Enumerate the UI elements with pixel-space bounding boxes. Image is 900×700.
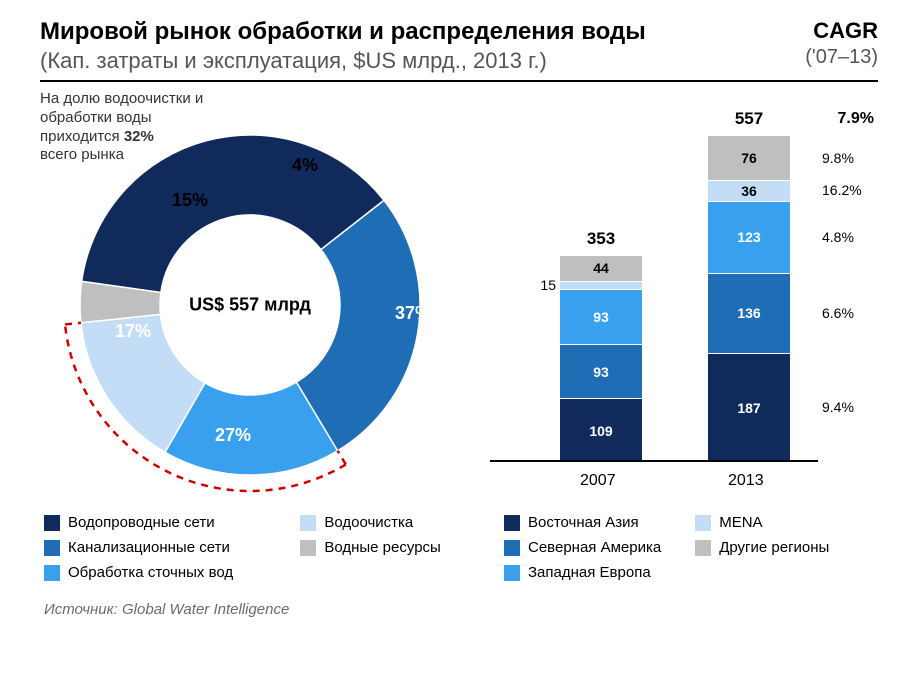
source-name: Global Water Intelligence — [122, 601, 289, 618]
bar-segment: 136 — [708, 273, 790, 353]
donut-pct-label: 37% — [395, 303, 431, 324]
legend-swatch — [300, 515, 316, 531]
bar-year-label: 2013 — [728, 472, 764, 490]
legend-item: Обработка сточных вод — [44, 564, 266, 581]
title-underline — [40, 80, 878, 82]
legend-swatch — [44, 515, 60, 531]
title-main: Мировой рынок обработки и распределения … — [40, 18, 646, 46]
bar-segment — [560, 281, 642, 290]
bar-segment: 109 — [560, 398, 642, 462]
legend-swatch — [300, 540, 316, 556]
legend-label: Водные ресурсы — [324, 539, 440, 556]
charts-row: На долю водоочистки и обработки воды при… — [40, 90, 878, 520]
legend-swatch — [504, 540, 520, 556]
title-block: Мировой рынок обработки и распределения … — [40, 18, 646, 74]
chart-container: Мировой рынок обработки и распределения … — [0, 0, 900, 700]
donut-pct-label: 17% — [115, 321, 151, 342]
cagr-value: 16.2% — [822, 182, 874, 198]
callout-cap — [65, 323, 81, 325]
legend-label: Канализационные сети — [68, 539, 230, 556]
source-line: Источник: Global Water Intelligence — [44, 601, 878, 618]
bar-segment: 93 — [560, 344, 642, 398]
bar-segment: 93 — [560, 289, 642, 343]
legend-label: Северная Америка — [528, 539, 661, 556]
header-row: Мировой рынок обработки и распределения … — [40, 18, 878, 74]
stacked-bar-area: 109939315441871361233676 — [490, 90, 818, 462]
legend-swatch — [44, 540, 60, 556]
bar-segment: 44 — [560, 255, 642, 281]
donut-pct-label: 4% — [292, 155, 318, 176]
legend-swatch — [504, 565, 520, 581]
cagr-label: CAGR — [805, 18, 878, 44]
legend-swatch — [695, 540, 711, 556]
stacked-bar: 10993931544 — [560, 255, 642, 462]
donut-pct-label: 15% — [172, 190, 208, 211]
note-line1: На долю водоочистки и — [40, 90, 203, 107]
bar-segment: 36 — [708, 180, 790, 201]
bar-segment: 187 — [708, 353, 790, 462]
cagr-value: 4.8% — [822, 229, 874, 245]
cagr-years: ('07–13) — [805, 46, 878, 69]
donut-column: На долю водоочистки и обработки воды при… — [40, 90, 490, 495]
source-prefix: Источник: — [44, 601, 122, 618]
legends-row: Водопроводные сети Водоочистка Канализацио… — [40, 514, 878, 581]
legend-bars: Восточная АзияMENAСеверная АмерикаДругие… — [504, 514, 829, 581]
cagr-value: 9.8% — [822, 150, 874, 166]
callout-cap — [338, 451, 346, 465]
stacked-bar: 1871361233676 — [708, 135, 790, 462]
bar-segment: 76 — [708, 135, 790, 179]
donut-chart: US$ 557 млрд 37% 27% 17% 15% 4% — [60, 115, 440, 495]
bar-total: 557 — [708, 109, 790, 129]
cagr-value: 6.6% — [822, 305, 874, 321]
cagr-header: CAGR ('07–13) — [805, 18, 878, 69]
legend-item: Северная Америка — [504, 539, 661, 556]
legend-label: Западная Европа — [528, 564, 651, 581]
bar-segment: 123 — [708, 201, 790, 273]
bar-baseline — [490, 460, 818, 462]
legend-donut: Водопроводные сети Водоочистка Канализацио… — [44, 514, 474, 581]
legend-item: Водные ресурсы — [300, 539, 474, 556]
cagr-total: 7.9% — [838, 110, 874, 128]
bar-year-label: 2007 — [580, 472, 616, 490]
legend-item: Западная Европа — [504, 564, 661, 581]
legend-label: Другие регионы — [719, 539, 829, 556]
legend-item: Канализационные сети — [44, 539, 266, 556]
legend-swatch — [44, 565, 60, 581]
donut-center-label: US$ 557 млрд — [170, 295, 330, 316]
legend-item: Водоочистка — [300, 514, 474, 531]
legend-label: Обработка сточных вод — [68, 564, 233, 581]
donut-pct-label: 27% — [215, 425, 251, 446]
legend-item: Водопроводные сети — [44, 514, 266, 531]
bar-total: 353 — [560, 229, 642, 249]
title-sub: (Кап. затраты и эксплуатация, $US млрд.,… — [40, 48, 646, 74]
legend-item: Другие регионы — [695, 539, 829, 556]
bars-column: 109939315441871361233676 35320079.4%6.6%… — [490, 90, 878, 520]
cagr-value: 9.4% — [822, 399, 874, 415]
legend-label: Водопроводные сети — [68, 514, 215, 531]
bar-value-side: 15 — [532, 277, 556, 293]
legend-label: Водоочистка — [324, 514, 413, 531]
